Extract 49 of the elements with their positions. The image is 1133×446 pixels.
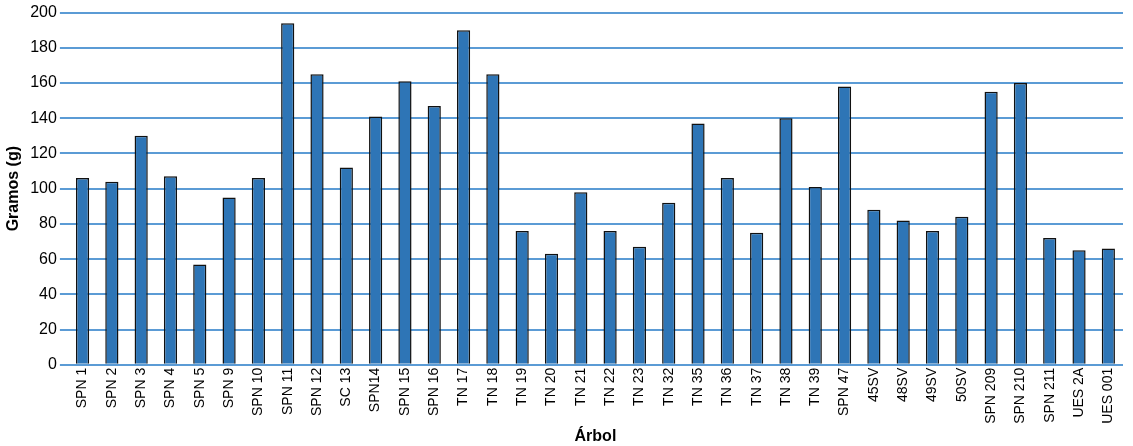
x-tick-label: TN 22 xyxy=(600,367,617,406)
x-tick-label: SPN 3 xyxy=(132,367,149,409)
x-tick-label: SPN 210 xyxy=(1011,367,1028,424)
x-tick-label: TN 18 xyxy=(483,367,500,406)
x-tick-label: TN 21 xyxy=(571,367,588,406)
x-tick-label: SPN 5 xyxy=(190,367,207,409)
x-tick-label: SPN 12 xyxy=(307,367,324,417)
x-tick-label: TN 36 xyxy=(718,367,735,406)
x-tick-label: SPN 15 xyxy=(395,367,412,417)
x-tick-label: TN 32 xyxy=(659,367,676,406)
x-tick-label: 45SV xyxy=(864,367,881,403)
y-tick-label: 120 xyxy=(30,143,57,161)
y-tick-label: 40 xyxy=(39,284,57,302)
x-tick-label: 49SV xyxy=(923,367,940,403)
x-tick-label: SC 13 xyxy=(337,367,354,407)
y-tick-label: 0 xyxy=(47,355,57,373)
x-tick-label: SPN 10 xyxy=(249,367,266,417)
x-tick-label: TN 19 xyxy=(513,367,530,406)
x-tick-label: TN 23 xyxy=(630,367,647,406)
x-tick-label: SPN 9 xyxy=(219,367,236,409)
x-tick-label: TN 37 xyxy=(747,367,764,406)
x-tick-label: 48SV xyxy=(894,367,911,403)
x-tick-label: SPN14 xyxy=(366,367,383,413)
x-tick-label: UES 2A xyxy=(1069,367,1086,418)
x-tick-label: SPN 211 xyxy=(1040,367,1057,423)
x-tick-label: TN 38 xyxy=(776,367,793,406)
y-tick-label: 160 xyxy=(30,73,57,91)
x-tick-label: SPN 1 xyxy=(73,367,90,409)
y-tick-label: 80 xyxy=(39,214,57,232)
x-axis-title: Árbol xyxy=(574,425,617,444)
x-tick-label: SPN 47 xyxy=(835,367,852,417)
x-tick-label: 50SV xyxy=(952,367,969,403)
y-tick-label: 20 xyxy=(39,319,57,337)
x-tick-label: SPN 11 xyxy=(278,367,295,415)
x-tick-label: TN 17 xyxy=(454,367,471,406)
x-tick-label: TN 35 xyxy=(688,367,705,406)
y-tick-label: 140 xyxy=(30,108,57,126)
x-tick-label: TN 39 xyxy=(806,367,823,406)
x-tick-label: SPN 4 xyxy=(161,367,178,409)
x-tick-label: TN 20 xyxy=(542,367,559,406)
x-tick-label: SPN 209 xyxy=(981,367,998,424)
y-tick-label: 200 xyxy=(30,3,57,21)
y-axis-title: Gramos (g) xyxy=(4,146,22,232)
y-tick-label: 60 xyxy=(39,249,57,267)
x-tick-label: SPN 16 xyxy=(425,367,442,417)
y-tick-label: 100 xyxy=(30,179,57,197)
x-tick-label: UES 001 xyxy=(1099,367,1116,424)
y-tick-label: 180 xyxy=(30,38,57,56)
x-tick-label: SPN 2 xyxy=(102,367,119,409)
